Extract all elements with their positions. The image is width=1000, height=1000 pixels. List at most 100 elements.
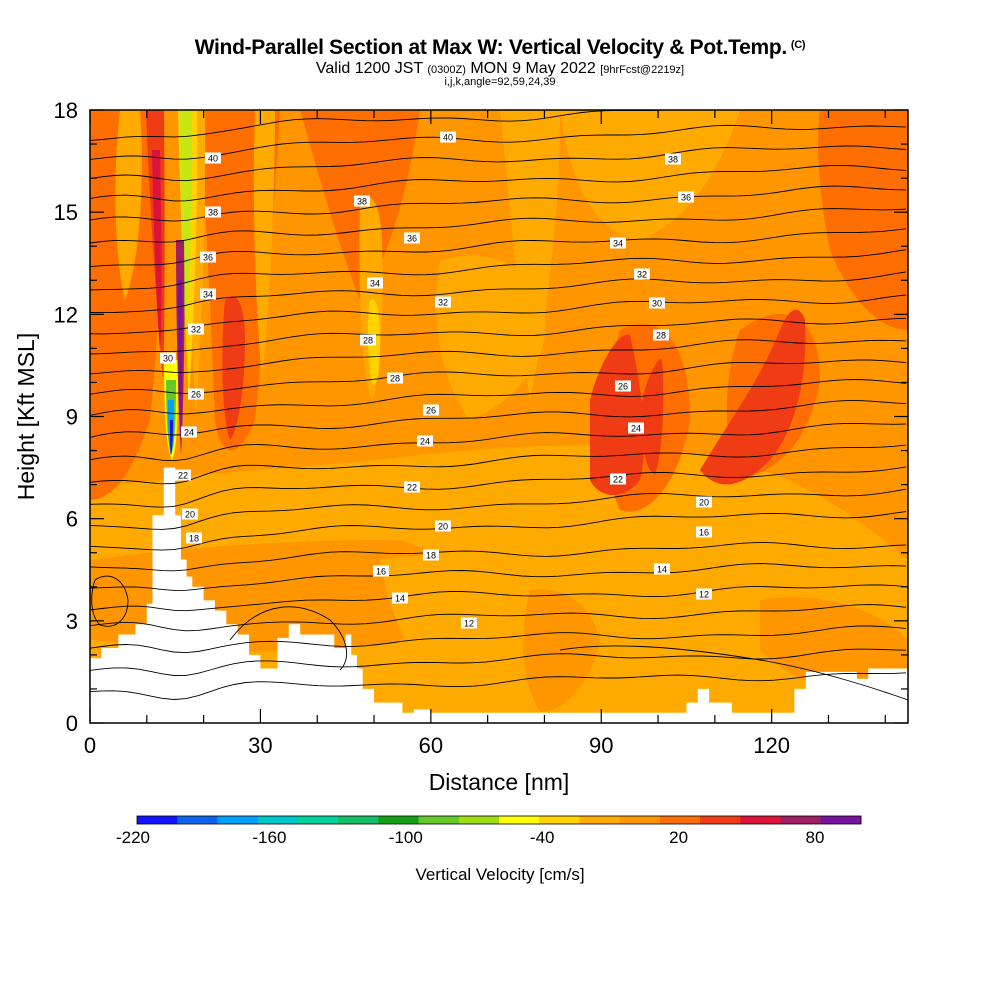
colorbar-swatch	[499, 816, 540, 824]
isentrope-line	[90, 422, 907, 462]
isentrope-line	[90, 444, 907, 485]
contour-label-text: 34	[370, 279, 380, 289]
chart-title: Wind-Parallel Section at Max W: Vertical…	[194, 36, 806, 59]
colorbar-swatch	[458, 816, 500, 824]
contour-label-text: 24	[184, 428, 194, 438]
isentrope-line	[90, 625, 907, 654]
contour-label-bg	[404, 232, 420, 244]
contour-label-bg	[423, 404, 439, 416]
contour-label-bg	[188, 323, 204, 335]
chart-subtitle: Valid 1200 JST (0300Z) MON 9 May 2022 [9…	[315, 60, 685, 77]
y-tick-label: 6	[66, 507, 78, 532]
contour-label: 28	[360, 334, 376, 346]
contour-label-bg	[654, 563, 670, 575]
contour-label: 12	[461, 617, 477, 629]
terrain-mask	[90, 467, 908, 723]
contour-label-text: 28	[656, 331, 666, 341]
contour-label-text: 14	[657, 565, 667, 575]
contour-label-text: 22	[178, 471, 188, 481]
isentrope-line	[90, 339, 907, 375]
contour-label-text: 30	[163, 354, 173, 364]
contour-label-text: 18	[189, 534, 199, 544]
contour-label: 30	[649, 297, 665, 309]
colorbar-swatch	[217, 816, 259, 824]
velocity-region	[115, 110, 142, 300]
contour-label-bg	[404, 481, 420, 493]
contour-label: 28	[653, 329, 669, 341]
velocity-region	[90, 110, 162, 500]
colorbar-swatch	[539, 816, 580, 824]
colorbar-frame	[136, 815, 862, 825]
velocity-region	[170, 420, 173, 455]
contour-label-text: 14	[395, 594, 405, 604]
colorbar-swatch	[338, 816, 379, 824]
contour-label: 20	[696, 496, 712, 508]
contour-label-bg	[188, 388, 204, 400]
x-tick-label: 30	[248, 733, 272, 758]
contour-label-bg	[615, 380, 631, 392]
isentrope-line	[229, 606, 347, 671]
contour-label-bg	[610, 473, 626, 485]
contour-label-bg	[440, 131, 456, 143]
x-tick-label: 60	[419, 733, 443, 758]
colorbar-swatch	[137, 816, 178, 824]
velocity-region	[436, 255, 546, 420]
contour-label-text: 40	[443, 133, 453, 143]
contour-label-bg	[175, 469, 191, 481]
contour-label-bg	[373, 565, 389, 577]
contour-label: 36	[678, 191, 694, 203]
contour-label-text: 20	[699, 498, 709, 508]
isentrope-line	[90, 584, 907, 612]
isentrope-line	[90, 271, 907, 314]
y-axis-label: Height [Kft MSL]	[13, 333, 39, 500]
isentrope-line	[90, 294, 907, 335]
contour-label-text: 12	[699, 590, 709, 600]
contour-label-bg	[360, 334, 376, 346]
contour-label: 34	[367, 277, 383, 289]
isentrope-line	[90, 488, 907, 530]
colorbar-swatch	[820, 816, 862, 824]
contour-label: 24	[181, 426, 197, 438]
isentrope-line	[91, 575, 129, 627]
isentrope-line	[90, 110, 823, 141]
isentrope-line	[90, 185, 907, 222]
colorbar-swatch	[659, 816, 701, 824]
contour-label: 38	[354, 195, 370, 207]
contour-label-text: 12	[464, 619, 474, 629]
colorbar-tick-label: -160	[252, 828, 286, 847]
colorbar-swatch	[177, 816, 218, 824]
chart-subtitle-indices: i,j,k,angle=92,59,24,39	[444, 76, 556, 88]
contour-label-bg	[696, 496, 712, 508]
contour-label: 34	[610, 237, 626, 249]
contour-label-bg	[205, 152, 221, 164]
y-tick-label: 0	[66, 711, 78, 736]
velocity-region	[178, 280, 183, 440]
contour-label-text: 30	[652, 299, 662, 309]
contour-label-text: 16	[376, 567, 386, 577]
colorbar-swatch	[700, 816, 741, 824]
contour-label: 24	[628, 422, 644, 434]
contour-label-text: 34	[613, 239, 623, 249]
contour-label-text: 38	[208, 208, 218, 218]
velocity-region	[560, 110, 740, 240]
contour-label-bg	[200, 251, 216, 263]
contour-label-text: 32	[438, 298, 448, 308]
velocity-region	[500, 110, 560, 400]
contour-label-text: 32	[191, 325, 201, 335]
contour-label: 14	[392, 592, 408, 604]
contour-label-bg	[417, 435, 433, 447]
x-tick-label: 90	[589, 733, 613, 758]
contour-label: 26	[423, 404, 439, 416]
velocity-region	[253, 110, 275, 380]
colorbar-tick-label: 20	[669, 828, 688, 847]
contour-label-text: 38	[668, 155, 678, 165]
contour-label-bg	[696, 588, 712, 600]
contour-label: 32	[634, 268, 650, 280]
contour-label-text: 32	[637, 270, 647, 280]
contour-label: 24	[417, 435, 433, 447]
colorbar-swatch	[780, 816, 822, 824]
isentrope-line	[90, 511, 907, 551]
contour-label: 38	[205, 206, 221, 218]
contour-label-text: 22	[613, 475, 623, 485]
